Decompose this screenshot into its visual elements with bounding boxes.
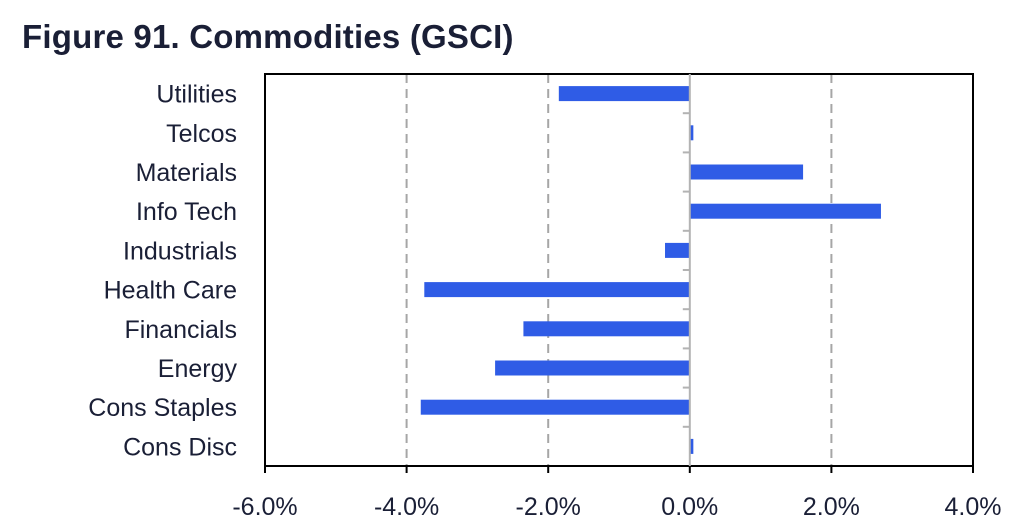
gridlines (405, 74, 833, 466)
plot-frame (264, 73, 974, 467)
bar-materials (689, 164, 804, 180)
category-label: Financials (124, 316, 237, 344)
category-label: Cons Disc (123, 433, 237, 461)
chart-title: Figure 91. Commodities (GSCI) (22, 18, 514, 55)
bar-info-tech (689, 203, 881, 219)
bar-utilities (558, 86, 690, 102)
bar-energy (495, 360, 690, 376)
bar-cons-staples (420, 399, 690, 415)
bar-industrials (665, 242, 690, 258)
tick-labels: -6.0% -4.0% -2.0% 0.0% 2.0% 4.0% (232, 493, 1001, 521)
bar-health-care (424, 282, 690, 298)
category-label: Utilities (156, 81, 237, 109)
x-tick-label: 0.0% (661, 493, 718, 521)
category-label: Telcos (166, 120, 237, 148)
bar-financials (523, 321, 690, 337)
x-tick-label: 2.0% (803, 493, 860, 521)
x-tick-label: -4.0% (374, 493, 439, 521)
x-tick-label: 4.0% (945, 493, 1002, 521)
bar-cons-disc (689, 438, 694, 454)
category-label: Materials (136, 159, 237, 187)
bars (420, 86, 881, 454)
category-label: Health Care (104, 277, 237, 305)
bar-telcos (689, 125, 694, 141)
x-tick-label: -2.0% (516, 493, 581, 521)
category-label: Industrials (123, 237, 237, 265)
category-label: Info Tech (136, 198, 237, 226)
category-label: Cons Staples (88, 394, 237, 422)
axes (264, 73, 974, 473)
category-label: Energy (158, 355, 238, 383)
category-labels: Utilities Telcos Materials Info Tech Industr… (88, 81, 237, 462)
x-tick-label: -6.0% (232, 493, 297, 521)
